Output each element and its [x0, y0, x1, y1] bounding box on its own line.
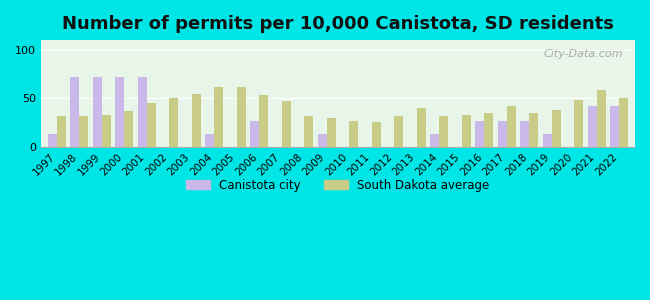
Bar	[349, 121, 358, 147]
Bar	[205, 134, 214, 147]
Bar	[475, 121, 484, 147]
Bar	[507, 106, 515, 147]
Bar	[430, 134, 439, 147]
Bar	[619, 98, 629, 147]
Text: City-Data.com: City-Data.com	[543, 49, 623, 58]
Bar	[138, 77, 147, 147]
Bar	[439, 116, 448, 147]
Bar	[101, 115, 111, 147]
Bar	[610, 106, 619, 147]
Bar	[259, 95, 268, 147]
Bar	[281, 101, 291, 147]
Bar	[237, 87, 246, 147]
Bar	[520, 121, 529, 147]
Bar	[57, 116, 66, 147]
Bar	[552, 110, 561, 147]
Bar	[543, 134, 552, 147]
Bar	[327, 118, 335, 147]
Bar	[192, 94, 201, 147]
Bar	[318, 134, 327, 147]
Bar	[304, 116, 313, 147]
Bar	[484, 113, 493, 147]
Bar	[372, 122, 381, 147]
Bar	[588, 106, 597, 147]
Bar	[498, 121, 507, 147]
Bar	[214, 87, 223, 147]
Bar	[462, 115, 471, 147]
Bar	[47, 134, 57, 147]
Title: Number of permits per 10,000 Canistota, SD residents: Number of permits per 10,000 Canistota, …	[62, 15, 614, 33]
Bar	[147, 103, 155, 147]
Bar	[394, 116, 403, 147]
Legend: Canistota city, South Dakota average: Canistota city, South Dakota average	[181, 174, 495, 196]
Bar	[115, 77, 124, 147]
Bar	[417, 108, 426, 147]
Bar	[574, 100, 583, 147]
Bar	[124, 111, 133, 147]
Bar	[92, 77, 101, 147]
Bar	[250, 121, 259, 147]
Bar	[79, 116, 88, 147]
Bar	[529, 113, 538, 147]
Bar	[70, 77, 79, 147]
Bar	[169, 98, 178, 147]
Bar	[597, 90, 606, 147]
